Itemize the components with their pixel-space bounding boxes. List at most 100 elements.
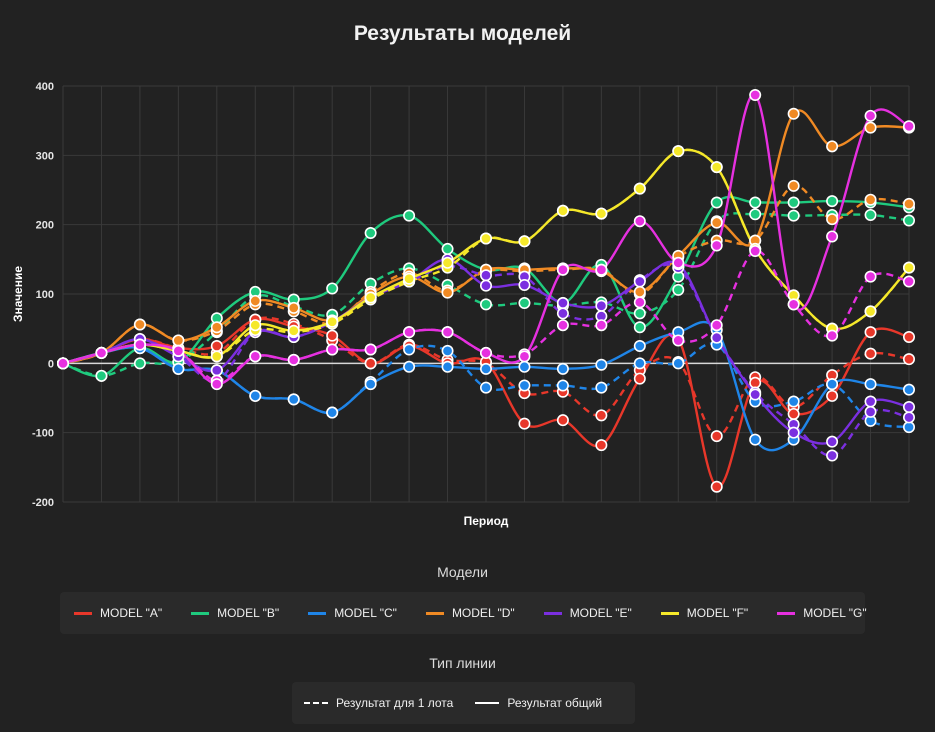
data-point-model-e <box>518 278 531 291</box>
legend-item-model-g[interactable]: MODEL "G" <box>777 606 867 620</box>
legend-item-model-a[interactable]: MODEL "A" <box>74 606 162 620</box>
data-point-model-g <box>479 346 492 359</box>
data-point-model-f <box>633 182 646 195</box>
legend-label: MODEL "B" <box>217 606 280 620</box>
data-point-model-g <box>441 326 454 339</box>
data-point-model-f <box>403 272 416 285</box>
data-point-model-a <box>326 329 339 342</box>
data-point-model-g <box>95 346 108 359</box>
data-point-model-g <box>556 319 569 332</box>
legend-line-types-title: Тип линии <box>429 655 496 671</box>
data-point-model-g <box>595 319 608 332</box>
data-point-model-c <box>479 381 492 394</box>
data-point-model-f <box>710 161 723 174</box>
data-point-model-e <box>826 435 839 448</box>
data-point-model-c <box>826 378 839 391</box>
data-point-model-g <box>826 329 839 342</box>
y-tick-label: -100 <box>32 428 54 440</box>
data-point-model-g <box>864 270 877 283</box>
data-point-model-c <box>902 421 915 434</box>
legend-swatch <box>660 611 679 615</box>
data-point-model-c <box>403 360 416 373</box>
data-point-model-c <box>902 383 915 396</box>
data-point-model-g <box>672 256 685 269</box>
data-point-model-f <box>210 350 223 363</box>
data-point-model-a <box>556 414 569 427</box>
data-point-model-g <box>902 275 915 288</box>
legend-item-line-solid[interactable]: Результат общий <box>475 696 602 710</box>
legend-label: MODEL "F" <box>686 606 749 620</box>
data-point-model-b <box>95 369 108 382</box>
data-point-model-e <box>479 269 492 282</box>
legend-swatch <box>425 611 444 615</box>
data-point-model-c <box>441 360 454 373</box>
x-axis-title: Период <box>464 514 509 528</box>
data-point-model-b <box>133 357 146 370</box>
data-point-model-a <box>864 347 877 360</box>
data-point-model-b <box>633 321 646 334</box>
y-tick-label: 100 <box>36 289 54 301</box>
data-point-model-e <box>633 275 646 288</box>
data-point-model-d <box>249 294 262 307</box>
data-point-model-a <box>902 353 915 366</box>
data-point-model-c <box>672 357 685 370</box>
data-point-model-f <box>441 256 454 269</box>
legend-line-sample <box>475 702 500 704</box>
data-point-model-c <box>249 389 262 402</box>
series-line-model-d-dashed <box>62 184 910 365</box>
data-point-model-g <box>56 357 69 370</box>
y-tick-label: 200 <box>36 220 54 232</box>
data-point-model-e <box>902 411 915 424</box>
data-point-model-g <box>672 334 685 347</box>
legend-item-model-b[interactable]: MODEL "B" <box>191 606 279 620</box>
data-point-model-e <box>595 299 608 312</box>
data-point-model-g <box>902 120 915 133</box>
data-point-model-f <box>672 145 685 158</box>
data-point-model-d <box>287 301 300 314</box>
data-point-model-a <box>518 417 531 430</box>
data-point-model-c <box>595 381 608 394</box>
data-point-model-e <box>479 279 492 292</box>
data-point-model-c <box>172 362 185 375</box>
legend-item-model-e[interactable]: MODEL "E" <box>543 606 632 620</box>
legend-swatch <box>74 611 92 615</box>
data-point-model-g <box>210 378 223 391</box>
data-point-model-e <box>556 297 569 310</box>
data-point-model-c <box>787 395 800 408</box>
data-point-model-a <box>595 439 608 452</box>
chart-title: Результаты моделей <box>353 22 572 45</box>
data-point-model-b <box>826 195 839 208</box>
data-point-model-c <box>556 362 569 375</box>
series-line-model-a-dashed <box>62 316 910 438</box>
data-point-model-b <box>403 209 416 222</box>
data-point-model-b <box>902 214 915 227</box>
legend-line-sample <box>304 702 328 704</box>
data-point-model-c <box>556 379 569 392</box>
legend-item-model-f[interactable]: MODEL "F" <box>660 606 749 620</box>
data-point-model-d <box>902 197 915 210</box>
data-point-model-a <box>210 339 223 352</box>
legend-item-line-dashed[interactable]: Результат для 1 лота <box>304 696 453 710</box>
legend-models: MODEL "A" MODEL "B" MODEL "C" MODEL "D" MODE… <box>60 592 867 634</box>
legend-swatch <box>191 611 210 615</box>
data-point-model-d <box>826 213 839 226</box>
data-point-model-f <box>556 204 569 217</box>
legend-swatch <box>308 611 327 615</box>
data-point-model-f <box>864 305 877 318</box>
data-point-model-e <box>787 426 800 439</box>
data-point-model-g <box>556 263 569 276</box>
data-point-model-a <box>826 389 839 402</box>
data-point-model-d <box>787 107 800 120</box>
data-point-model-a <box>864 326 877 339</box>
data-point-model-g <box>287 353 300 366</box>
data-point-model-c <box>287 393 300 406</box>
data-point-model-e <box>864 405 877 418</box>
data-point-model-c <box>864 378 877 391</box>
data-point-model-d <box>826 140 839 153</box>
legend-item-model-d[interactable]: MODEL "D" <box>425 606 515 620</box>
y-tick-label: 400 <box>36 81 54 93</box>
data-point-model-f <box>249 319 262 332</box>
data-point-model-g <box>518 350 531 363</box>
legend-item-model-c[interactable]: MODEL "C" <box>308 606 397 620</box>
line-chart: -200 -100 0 100 200 300 400 Период Значение <box>11 81 915 528</box>
